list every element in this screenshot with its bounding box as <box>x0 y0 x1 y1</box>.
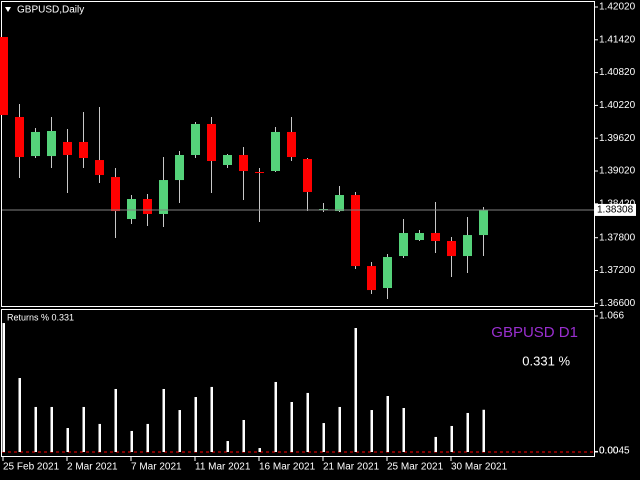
bar <box>50 406 53 452</box>
bar <box>386 395 389 452</box>
bar <box>194 397 197 452</box>
bar <box>34 406 37 452</box>
bar <box>466 412 469 452</box>
x-tick-label: 7 Mar 2021 <box>131 462 182 473</box>
chart-title: GBPUSD,Daily <box>17 5 84 16</box>
y-tick-label: 1.39020 <box>599 166 636 177</box>
annotation: 0.331 % <box>522 353 570 368</box>
bar <box>402 407 405 452</box>
candle-body <box>351 195 360 267</box>
candle-body <box>0 37 8 116</box>
y-tick-label: 1.40220 <box>599 100 636 111</box>
last-price-box <box>594 203 636 216</box>
candle-body <box>95 160 104 176</box>
y2-tick-label: 0.0045 <box>599 446 630 457</box>
candle-body <box>175 154 184 181</box>
bar <box>18 378 21 452</box>
candle-body <box>463 235 472 257</box>
menu-arrow[interactable] <box>5 7 11 12</box>
x-tick-label: 2 Mar 2021 <box>67 462 118 473</box>
candle-body <box>63 141 72 155</box>
y-tick-label: 1.39620 <box>599 133 636 144</box>
candle-body <box>159 180 168 214</box>
bar <box>306 392 309 452</box>
candle-body <box>335 195 344 212</box>
candle-body <box>255 171 264 173</box>
candle-body <box>287 131 296 158</box>
candle-body <box>415 233 424 241</box>
bar <box>82 406 85 452</box>
candle-body <box>383 257 392 289</box>
bar <box>162 388 165 452</box>
x-tick-label: 30 Mar 2021 <box>451 462 508 473</box>
bar <box>482 409 485 452</box>
candle-body <box>239 154 248 172</box>
bar <box>274 381 277 452</box>
main-frame <box>1 1 595 307</box>
bar <box>178 410 181 452</box>
candle-body <box>431 233 440 241</box>
sub-title: Returns % 0.331 <box>7 312 74 322</box>
sub-frame <box>1 309 595 457</box>
x-tick-label: 25 Feb 2021 <box>3 462 60 473</box>
candle-body <box>447 240 456 257</box>
candle-body <box>143 199 152 214</box>
bar <box>258 448 261 452</box>
candle-body <box>207 123 216 162</box>
bar <box>146 423 149 452</box>
candle-body <box>111 177 120 212</box>
bar <box>434 436 437 452</box>
bar <box>114 388 117 452</box>
bar <box>322 423 325 452</box>
candle-body <box>47 130 56 157</box>
candle-body <box>223 154 232 166</box>
candle-body <box>31 131 40 157</box>
x-tick-label: 16 Mar 2021 <box>259 462 316 473</box>
x-tick-label: 25 Mar 2021 <box>387 462 444 473</box>
candle-body <box>303 158 312 193</box>
bar <box>130 430 133 452</box>
annotation: GBPUSD D1 <box>491 324 578 341</box>
candle-body <box>367 266 376 291</box>
last-price-label: 1.38308 <box>597 205 634 216</box>
candle-body <box>479 209 488 236</box>
x-tick-label: 21 Mar 2021 <box>323 462 380 473</box>
x-tick-label: 11 Mar 2021 <box>195 462 251 473</box>
y2-tick-label: 1.066 <box>599 311 624 322</box>
bar <box>338 406 341 452</box>
bar <box>370 410 373 452</box>
y-tick-label: 1.41420 <box>599 34 636 45</box>
bar <box>98 423 101 452</box>
bar <box>210 386 213 452</box>
bar <box>226 441 229 452</box>
candle-body <box>271 131 280 172</box>
y-tick-label: 1.36600 <box>599 298 636 309</box>
candle-body <box>15 116 24 158</box>
y-tick-label: 1.42020 <box>599 2 636 13</box>
bar <box>290 401 293 452</box>
y-tick-label: 1.40820 <box>599 67 636 78</box>
y-tick-label: 1.37200 <box>599 265 636 276</box>
candle-body <box>399 233 408 257</box>
bar <box>2 323 5 452</box>
candle-body <box>191 123 200 155</box>
bar <box>450 425 453 452</box>
y-tick-label: 1.37800 <box>599 232 636 243</box>
y2-tick-label: 0.00 <box>599 446 619 457</box>
candle-body <box>79 141 88 159</box>
bar <box>66 428 69 452</box>
bar <box>242 419 245 452</box>
candle-body <box>127 199 136 220</box>
bar <box>354 328 357 452</box>
